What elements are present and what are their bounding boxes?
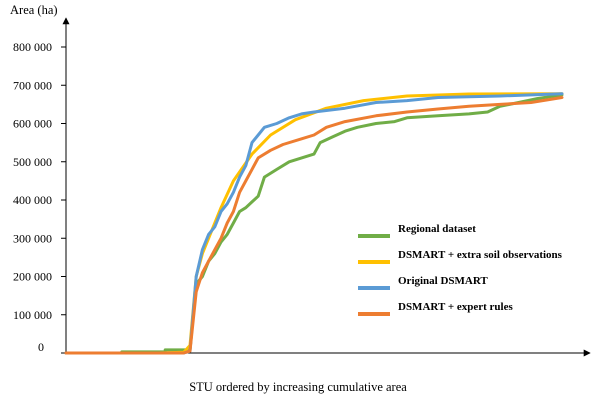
- y-tick-label: 0: [38, 340, 44, 354]
- y-axis-title: Area (ha): [10, 3, 58, 17]
- legend: Regional dataset DSMART + extra soil obse…: [358, 223, 563, 316]
- y-tick-label: 400 000: [13, 193, 52, 207]
- y-tick-label: 600 000: [13, 117, 52, 131]
- x-axis-title: STU ordered by increasing cumulative are…: [189, 380, 407, 394]
- y-tick-group: 0 100 000 200 000 300 000 400 000 500 000 600 …: [13, 40, 66, 354]
- y-tick-label: 300 000: [13, 231, 52, 245]
- legend-label: Regional dataset: [398, 223, 476, 235]
- series-lines: [64, 92, 564, 355]
- y-tick-label: 200 000: [13, 270, 52, 284]
- y-tick-label: 500 000: [13, 155, 52, 169]
- series-line-3: [64, 92, 564, 355]
- series-line-4: [64, 96, 564, 355]
- y-tick-label: 100 000: [13, 308, 52, 322]
- series-line-2: [64, 92, 564, 355]
- y-tick-label: 800 000: [13, 40, 52, 54]
- y-tick-label: 700 000: [13, 78, 52, 92]
- legend-label: DSMART + expert rules: [398, 301, 513, 313]
- legend-label: DSMART + extra soil observations: [398, 249, 563, 261]
- legend-label: Original DSMART: [398, 275, 488, 287]
